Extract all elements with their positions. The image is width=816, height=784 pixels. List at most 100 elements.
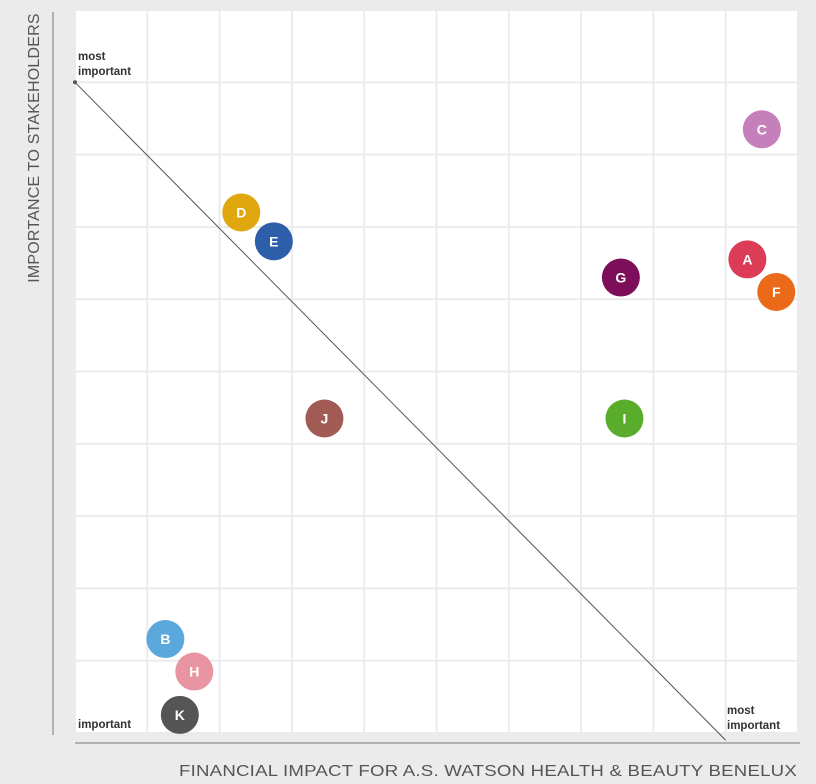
grid-cell [220, 11, 291, 82]
grid-cell [148, 155, 219, 226]
points: A B C D E F G H I J K [146, 110, 796, 734]
data-point-marker [728, 240, 767, 279]
data-point-g: G [601, 258, 640, 297]
data-point-h: H [175, 652, 214, 691]
data-point-b: B [146, 620, 185, 659]
grid-cell [509, 300, 581, 371]
grid-cell [582, 300, 653, 371]
data-point-marker [254, 222, 293, 261]
grid-cell [726, 661, 797, 732]
grid-cell [509, 517, 581, 588]
data-point-f: F [757, 272, 796, 311]
grid-cell [292, 227, 364, 299]
data-point-label: J [321, 410, 329, 426]
data-point-marker [757, 272, 796, 311]
data-point-k: K [160, 695, 199, 734]
grid-cell [654, 517, 725, 588]
grid-cell [148, 83, 219, 154]
diagonal-line [74, 81, 727, 741]
data-point-marker [175, 652, 214, 691]
grid-cell [726, 155, 797, 226]
grid-cell [76, 589, 147, 660]
grid-cell [654, 83, 725, 154]
grid-cell [582, 517, 653, 588]
data-point-label: C [757, 121, 767, 137]
grid-cell [365, 661, 436, 732]
grid-cell [292, 444, 364, 516]
grid-cell [437, 11, 508, 82]
grid-cell [654, 11, 725, 82]
grid-cell [437, 155, 508, 226]
data-point-marker [605, 399, 644, 438]
diagonal-group [73, 80, 727, 741]
grid-cell [365, 11, 436, 82]
grid-cell [365, 589, 436, 660]
grid-cell [220, 589, 291, 660]
data-point-marker [222, 193, 261, 232]
grid-cell [76, 517, 147, 588]
grid-cell [509, 83, 581, 154]
grid-cell [76, 372, 147, 443]
grid-cell [292, 517, 364, 588]
grid-cell [76, 661, 147, 732]
grid-cell [654, 227, 725, 299]
data-point-i: I [605, 399, 644, 438]
grid-cell [437, 517, 508, 588]
grid-cell [654, 155, 725, 226]
grid-cell [292, 661, 364, 732]
grid-cell [582, 83, 653, 154]
grid-cell [582, 444, 653, 516]
grid-cell [582, 661, 653, 732]
grid [76, 11, 797, 732]
grid-cell [365, 300, 436, 371]
data-point-label: A [742, 251, 752, 267]
grid-cell [509, 661, 581, 732]
data-point-marker [160, 695, 199, 734]
grid-cell [437, 227, 508, 299]
grid-cell [509, 444, 581, 516]
data-point-marker [601, 258, 640, 297]
grid-cell [148, 444, 219, 516]
grid-cell [76, 300, 147, 371]
grid-cell [654, 444, 725, 516]
grid-cell [582, 11, 653, 82]
annotation-bottom-right-line2: important [727, 720, 780, 732]
grid-cell [726, 300, 797, 371]
data-point-label: I [623, 410, 627, 426]
grid-cell [220, 300, 291, 371]
grid-cell [76, 155, 147, 226]
grid-cell [76, 11, 147, 82]
annotation-bottom-left: important [78, 719, 131, 731]
data-point-marker [305, 399, 344, 438]
data-point-label: G [615, 270, 626, 286]
x-axis-title: FINANCIAL IMPACT FOR A.S. WATSON HEALTH … [179, 763, 797, 780]
grid-cell [726, 11, 797, 82]
grid-cell [292, 155, 364, 226]
grid-cell [365, 517, 436, 588]
grid-cell [726, 372, 797, 443]
annotation-top-left-line1: most [78, 51, 106, 63]
data-point-label: D [236, 204, 246, 220]
data-point-e: E [254, 222, 293, 261]
grid-cell [365, 444, 436, 516]
grid-cell [509, 155, 581, 226]
data-point-label: E [269, 233, 278, 249]
data-point-j: J [305, 399, 344, 438]
data-point-c: C [742, 110, 781, 149]
grid-cell [76, 227, 147, 299]
data-point-label: K [175, 707, 185, 723]
grid-cell [582, 589, 653, 660]
grid-cell [509, 227, 581, 299]
grid-cell [220, 83, 291, 154]
grid-cell [437, 372, 508, 443]
grid-cell [654, 372, 725, 443]
grid-cell [148, 517, 219, 588]
grid-cell [148, 227, 219, 299]
grid-cell [148, 372, 219, 443]
grid-cell [220, 444, 291, 516]
grid-cell [292, 589, 364, 660]
grid-cell [582, 155, 653, 226]
grid-cell [437, 83, 508, 154]
grid-cell [365, 372, 436, 443]
